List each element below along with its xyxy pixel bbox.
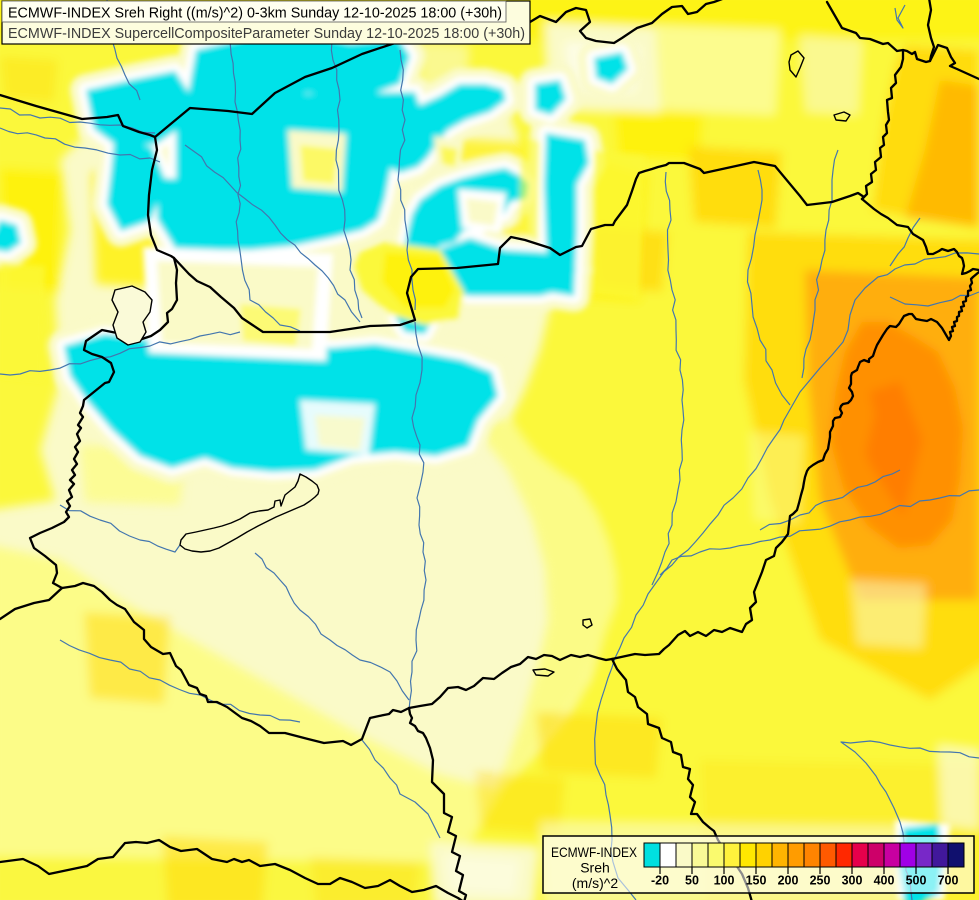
svg-text:250: 250	[810, 874, 831, 888]
svg-text:ECMWF-INDEX SupercellComposite: ECMWF-INDEX SupercellCompositeParameter …	[8, 25, 525, 42]
svg-text:-20: -20	[651, 874, 669, 888]
svg-text:50: 50	[685, 874, 699, 888]
svg-text:700: 700	[938, 874, 959, 888]
svg-text:200: 200	[778, 874, 799, 888]
svg-text:300: 300	[842, 874, 863, 888]
svg-text:100: 100	[714, 874, 735, 888]
svg-text:150: 150	[746, 874, 767, 888]
svg-text:400: 400	[874, 874, 895, 888]
svg-text:ECMWF-INDEX: ECMWF-INDEX	[551, 844, 638, 860]
svg-text:(m/s)^2: (m/s)^2	[572, 875, 618, 891]
svg-text:ECMWF-INDEX Sreh Right ((m/s)^: ECMWF-INDEX Sreh Right ((m/s)^2) 0-3km S…	[8, 5, 502, 22]
svg-text:Sreh: Sreh	[580, 860, 610, 876]
svg-text:500: 500	[906, 874, 927, 888]
